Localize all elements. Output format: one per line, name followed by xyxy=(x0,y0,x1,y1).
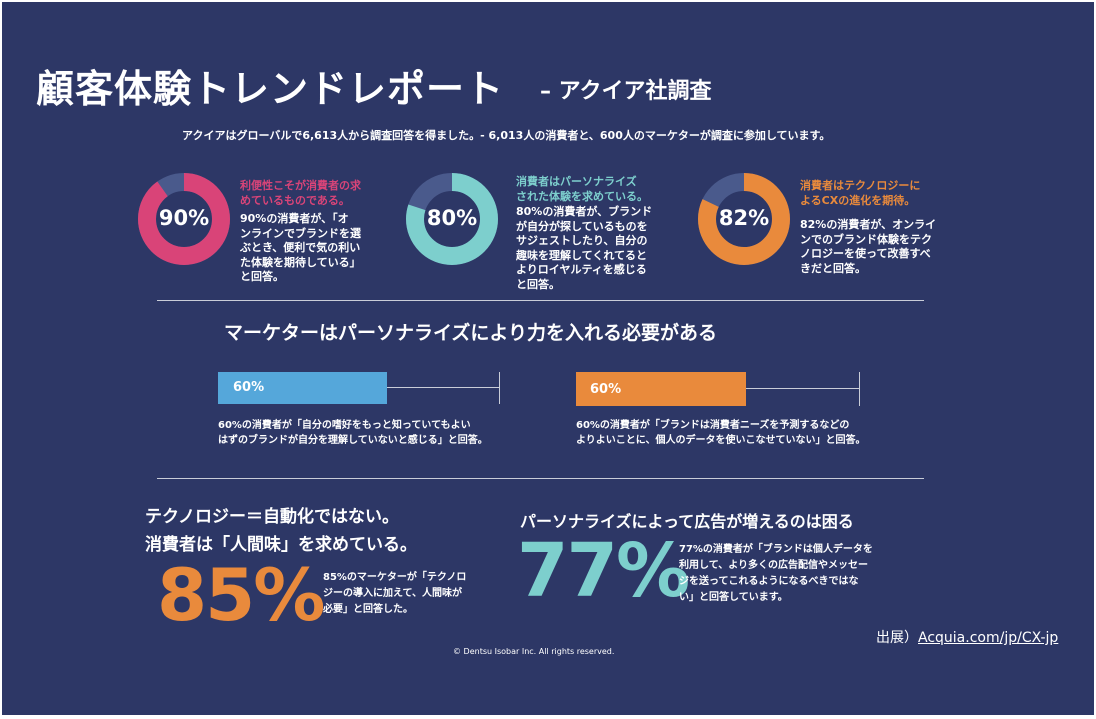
donut-heading-2: 消費者はパーソナライズ された体験を求めている。 xyxy=(516,174,648,204)
bar-chart-1: 60% xyxy=(218,372,500,404)
body-line: 82%の消費者が、オンライ xyxy=(800,218,937,231)
source-prefix: 出展） xyxy=(876,630,918,646)
body-line: ノロジーを使って改善すべ xyxy=(800,247,931,260)
title-line: テクノロジー＝自動化ではない。 xyxy=(145,507,399,527)
heading-line: された体験を求めている。 xyxy=(516,190,648,203)
donut-chart-80 xyxy=(406,173,498,265)
donut-value-arc xyxy=(138,173,230,265)
copyright: © Dentsu Isobar Inc. All rights reserved… xyxy=(453,647,615,656)
bar-label: 60% xyxy=(590,382,622,397)
body-line: と回答。 xyxy=(516,277,560,291)
heading-line: 利便性こそが消費者の求 xyxy=(240,179,361,192)
ads-big-percent: 77% xyxy=(517,528,690,614)
note-line: 必要」と回答した。 xyxy=(323,604,413,615)
body-line: きだと回答。 xyxy=(800,261,866,275)
body-line: 趣味を理解してくれてると xyxy=(516,248,648,262)
donut-chart-82 xyxy=(698,173,790,265)
ads-section-title: パーソナライズによって広告が増えるのは困る xyxy=(520,512,854,531)
bar-note-2: 60%の消費者が「ブランドは消費者ニーズを予測するなどの よりよいことに、個人の… xyxy=(576,418,866,448)
intro-text: アクイアはグローバルで6,613人から調査回答を得ました。- 6,013人の消費… xyxy=(182,129,831,142)
note-line: 60%の消費者が「ブランドは消費者ニーズを予測するなどの xyxy=(576,420,850,431)
heading-line: 消費者はパーソナライズ xyxy=(516,175,637,188)
note-line: い」と回答しています。 xyxy=(679,592,788,603)
heading-line: めているものである。 xyxy=(240,194,350,207)
body-line: 80%の消費者が、ブランド xyxy=(516,205,653,218)
body-line: 90%の消費者が、「オ xyxy=(240,212,349,225)
marketer-section-title: マーケターはパーソナライズにより力を入れる必要がある xyxy=(224,322,718,344)
donut-body-3: 82%の消費者が、オンライ ンでのブランド体験をテク ノロジーを使って改善すべ … xyxy=(800,218,936,276)
note-line: はずのブランドが自分を理解していないと感じる」と回答。 xyxy=(218,435,488,446)
tech-section-title: テクノロジー＝自動化ではない。 消費者は「人間味」を求めている。 xyxy=(145,503,417,559)
heading-line: 消費者はテクノロジーに xyxy=(800,179,921,192)
bar-fill xyxy=(576,372,747,406)
body-line: ンでのブランド体験をテク xyxy=(800,232,932,246)
donut-value-arc xyxy=(698,173,790,265)
tech-note: 85%のマーケターが「テクノロ ジーの導入に加えて、人間味が 必要」と回答した。 xyxy=(323,570,466,618)
note-line: 77%の消費者が「ブランドは個人データを xyxy=(679,544,873,555)
donut-heading-3: 消費者はテクノロジーに よるCXの進化を期待。 xyxy=(800,178,920,208)
source-citation: 出展）Acquia.com/jp/CX-jp xyxy=(876,627,1058,647)
note-line: 85%のマーケターが「テクノロ xyxy=(323,572,467,583)
divider-line xyxy=(157,478,924,479)
source-link[interactable]: Acquia.com/jp/CX-jp xyxy=(918,630,1059,646)
note-line: よりよいことに、個人のデータを使いこなせていない」と回答。 xyxy=(576,435,866,446)
note-line: 利用して、より多くの広告配信やメッセー xyxy=(679,560,868,571)
tech-big-percent: 85% xyxy=(157,553,325,637)
ads-note: 77%の消費者が「ブランドは個人データを 利用して、より多くの広告配信やメッセー… xyxy=(679,542,873,606)
bar-end-tick xyxy=(499,372,500,404)
page-title: 顧客体験トレンドレポート xyxy=(36,67,505,111)
bar-label: 60% xyxy=(233,380,265,395)
donut-value-arc xyxy=(406,173,498,265)
note-line: ジを送ってこれるようになるべきではな xyxy=(679,576,859,587)
divider-line xyxy=(157,300,924,301)
title-line: 消費者は「人間味」を求めている。 xyxy=(145,535,417,555)
page-subtitle: – アクイア社調査 xyxy=(540,79,712,104)
donut-chart-90 xyxy=(138,173,230,265)
donut-heading-1: 利便性こそが消費者の求 めているものである。 xyxy=(240,178,361,208)
body-line: と回答。 xyxy=(240,270,284,283)
body-line: サジェストしたり、自分の xyxy=(516,234,648,247)
body-line: よりロイヤルティを感じる xyxy=(516,263,647,276)
donut-label-80: 80% xyxy=(426,206,478,230)
donut-body-2: 80%の消費者が、ブランド が自分が探しているものを サジェストしたり、自分の … xyxy=(516,205,652,292)
donut-label-90: 90% xyxy=(158,206,210,230)
body-line: ンラインでブランドを選 xyxy=(240,226,361,240)
body-line: が自分が探しているものを xyxy=(516,219,648,233)
donut-body-1: 90%の消費者が、「オ ンラインでブランドを選 ぶとき、便利で気の利い た体験を… xyxy=(240,212,361,285)
bar-end-tick xyxy=(859,372,860,406)
bar-chart-2: 60% xyxy=(576,372,860,406)
bar-note-1: 60%の消費者が「自分の嗜好をもっと知っていてもよい はずのブランドが自分を理解… xyxy=(218,418,488,448)
note-line: ジーの導入に加えて、人間味が xyxy=(323,588,462,599)
bar-fill xyxy=(218,372,388,404)
heading-line: よるCXの進化を期待。 xyxy=(800,194,916,207)
note-line: 60%の消費者が「自分の嗜好をもっと知っていてもよい xyxy=(218,420,471,431)
donut-label-82: 82% xyxy=(718,206,770,230)
body-line: た体験を期待している」 xyxy=(240,255,361,269)
body-line: ぶとき、便利で気の利い xyxy=(240,241,361,254)
